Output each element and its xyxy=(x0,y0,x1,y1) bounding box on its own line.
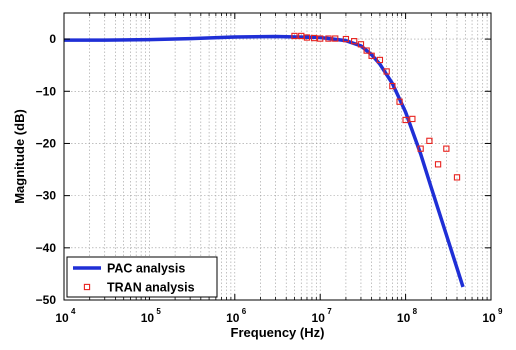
tran-analysis-point xyxy=(363,47,370,54)
tran-analysis-point xyxy=(443,145,450,152)
x-tick-label: 10 xyxy=(226,311,240,325)
x-tick-exponent: 6 xyxy=(242,307,247,316)
tran-analysis-point xyxy=(383,68,390,75)
tran-analysis-point xyxy=(426,137,433,144)
tran-analysis-point xyxy=(303,34,311,41)
plot-frame xyxy=(63,12,492,301)
y-tick-label: −30 xyxy=(36,189,57,203)
tran-analysis-point xyxy=(357,41,365,48)
tran-analysis-point xyxy=(409,115,416,123)
tran-analysis-point xyxy=(291,32,298,40)
pac-analysis-line xyxy=(64,34,465,288)
tran-analysis-point xyxy=(402,116,409,124)
tran-analysis-point xyxy=(332,35,339,42)
tran-analysis-point xyxy=(396,98,403,105)
x-axis-title: Frequency (Hz) xyxy=(231,325,325,340)
x-tick-exponent: 4 xyxy=(71,307,76,316)
x-tick-exponent: 7 xyxy=(327,307,332,316)
tran-analysis-point xyxy=(311,34,318,42)
x-tick-label: 10 xyxy=(397,311,411,325)
y-tick-label: −20 xyxy=(36,136,57,150)
legend: PAC analysis TRAN analysis xyxy=(66,256,218,298)
y-tick-label: −10 xyxy=(36,84,57,98)
x-tick-label: 10 xyxy=(312,311,326,325)
legend-pac-label: PAC analysis xyxy=(107,262,185,276)
tran-analysis-point xyxy=(368,52,375,59)
tran-analysis-point xyxy=(351,38,358,45)
legend-box xyxy=(66,256,218,298)
grid xyxy=(64,13,491,300)
x-tick-exponent: 9 xyxy=(498,307,503,316)
tran-analysis-point xyxy=(317,35,324,42)
legend-tran-label: TRAN analysis xyxy=(107,281,195,295)
tran-analysis-point xyxy=(325,35,332,42)
x-tick-exponent: 8 xyxy=(413,307,418,316)
x-tick-exponent: 5 xyxy=(156,307,161,316)
tran-analysis-point xyxy=(342,35,350,43)
axis-ticks: 10 4 10 5 10 6 10 7 10 8 10 90−10−20−30−40−50 xyxy=(36,13,503,325)
x-tick-label: 10 xyxy=(482,311,496,325)
y-tick-label: −40 xyxy=(36,241,57,255)
tran-analysis-point xyxy=(376,56,384,64)
tran-analysis-point xyxy=(453,174,461,181)
y-axis-title: Magnitude (dB) xyxy=(12,109,27,204)
y-tick-label: −50 xyxy=(36,293,57,307)
y-tick-label: 0 xyxy=(49,32,56,46)
tran-analysis-point xyxy=(417,145,424,152)
x-tick-label: 10 xyxy=(141,311,155,325)
tran-analysis-point xyxy=(434,161,442,168)
legend-tran-swatch xyxy=(83,283,91,291)
plot-area xyxy=(64,32,465,288)
x-tick-label: 10 xyxy=(55,311,69,325)
tran-analysis-point xyxy=(389,82,396,90)
